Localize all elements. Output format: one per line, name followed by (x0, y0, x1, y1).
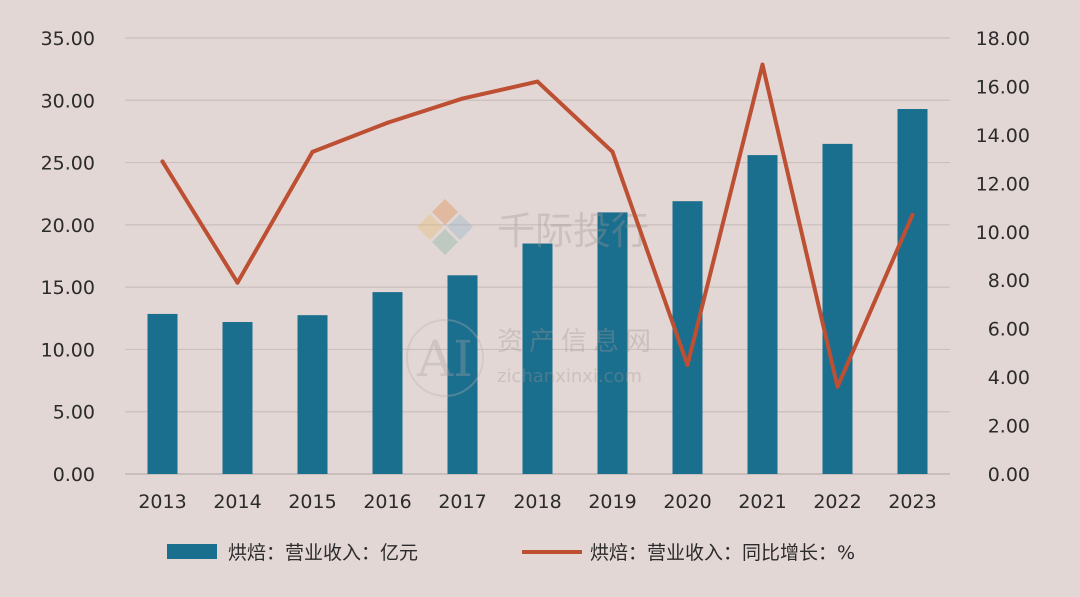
x-tick-label: 2019 (588, 491, 636, 513)
line-point (535, 79, 540, 84)
line-series (160, 62, 915, 389)
x-tick-label: 2022 (813, 491, 861, 513)
line-point (310, 149, 315, 154)
right-tick-label: 6.00 (988, 319, 1030, 341)
line-point (685, 363, 690, 367)
right-tick-label: 18.00 (976, 28, 1030, 50)
right-tick-label: 0.00 (988, 464, 1030, 486)
right-tick-label: 12.00 (976, 173, 1030, 195)
bar-series (147, 109, 928, 475)
left-tick-label: 5.00 (53, 402, 95, 424)
watermark-site-url: zichanxinxi.com (497, 366, 642, 387)
bar (897, 109, 928, 475)
x-axis-ticks: 2013 2014 2015 2016 2017 2018 2019 2020 2021 2022… (138, 491, 936, 513)
x-tick-label: 2021 (738, 491, 786, 513)
x-tick-label: 2023 (888, 491, 936, 513)
left-axis-ticks: 0.00 5.00 10.00 15.00 20.00 25.00 30.00 35.00 (41, 28, 95, 486)
x-tick-label: 2018 (513, 491, 561, 513)
legend-line-label: 烘焙：营业收入：同比增长：% (590, 542, 855, 564)
bar (822, 143, 853, 474)
right-tick-label: 10.00 (976, 222, 1030, 244)
left-tick-label: 15.00 (41, 277, 95, 299)
left-tick-label: 35.00 (41, 28, 95, 50)
x-tick-label: 2020 (663, 491, 711, 513)
bar (222, 322, 253, 474)
line-point (235, 280, 240, 285)
legend: 烘焙：营业收入：亿元 烘焙：营业收入：同比增长：% (167, 542, 855, 564)
watermark-logo-text: AI (416, 330, 473, 388)
left-tick-label: 20.00 (41, 215, 95, 237)
line-point (835, 384, 840, 389)
line-point (910, 212, 915, 217)
x-tick-label: 2013 (138, 491, 186, 513)
right-tick-label: 4.00 (988, 367, 1030, 389)
x-tick-label: 2015 (288, 491, 336, 513)
right-axis-ticks: 0.00 2.00 4.00 6.00 8.00 10.00 12.00 14.00 16.00… (976, 28, 1030, 486)
left-tick-label: 0.00 (53, 464, 95, 486)
x-tick-label: 2017 (438, 491, 486, 513)
watermark: 千际投行 AI 资产信息网 zichanxinxi.com (406, 199, 657, 397)
bar (597, 212, 628, 474)
right-tick-label: 16.00 (976, 76, 1030, 98)
watermark-seal-icon (406, 319, 484, 397)
line-point (610, 149, 615, 154)
left-tick-label: 25.00 (41, 153, 95, 175)
bar (522, 243, 553, 474)
line-point (385, 120, 390, 125)
line-point (760, 62, 765, 67)
legend-bar-label: 烘焙：营业收入：亿元 (228, 542, 418, 564)
bar (147, 313, 178, 474)
line-point (160, 159, 165, 164)
bar (447, 275, 478, 474)
watermark-brand: 千际投行 (497, 209, 649, 253)
x-tick-label: 2016 (363, 491, 411, 513)
right-tick-label: 8.00 (988, 270, 1030, 292)
watermark-site-cn: 资产信息网 (497, 327, 657, 357)
bar (297, 315, 328, 474)
legend-bar-swatch (167, 544, 217, 559)
line-point (460, 96, 465, 101)
right-tick-label: 2.00 (988, 416, 1030, 438)
left-tick-label: 10.00 (41, 339, 95, 361)
right-tick-label: 14.00 (976, 125, 1030, 147)
bar (747, 155, 778, 474)
watermark-logo-icon (417, 199, 473, 255)
x-tick-label: 2014 (213, 491, 261, 513)
left-tick-label: 30.00 (41, 90, 95, 112)
bar (372, 292, 403, 474)
